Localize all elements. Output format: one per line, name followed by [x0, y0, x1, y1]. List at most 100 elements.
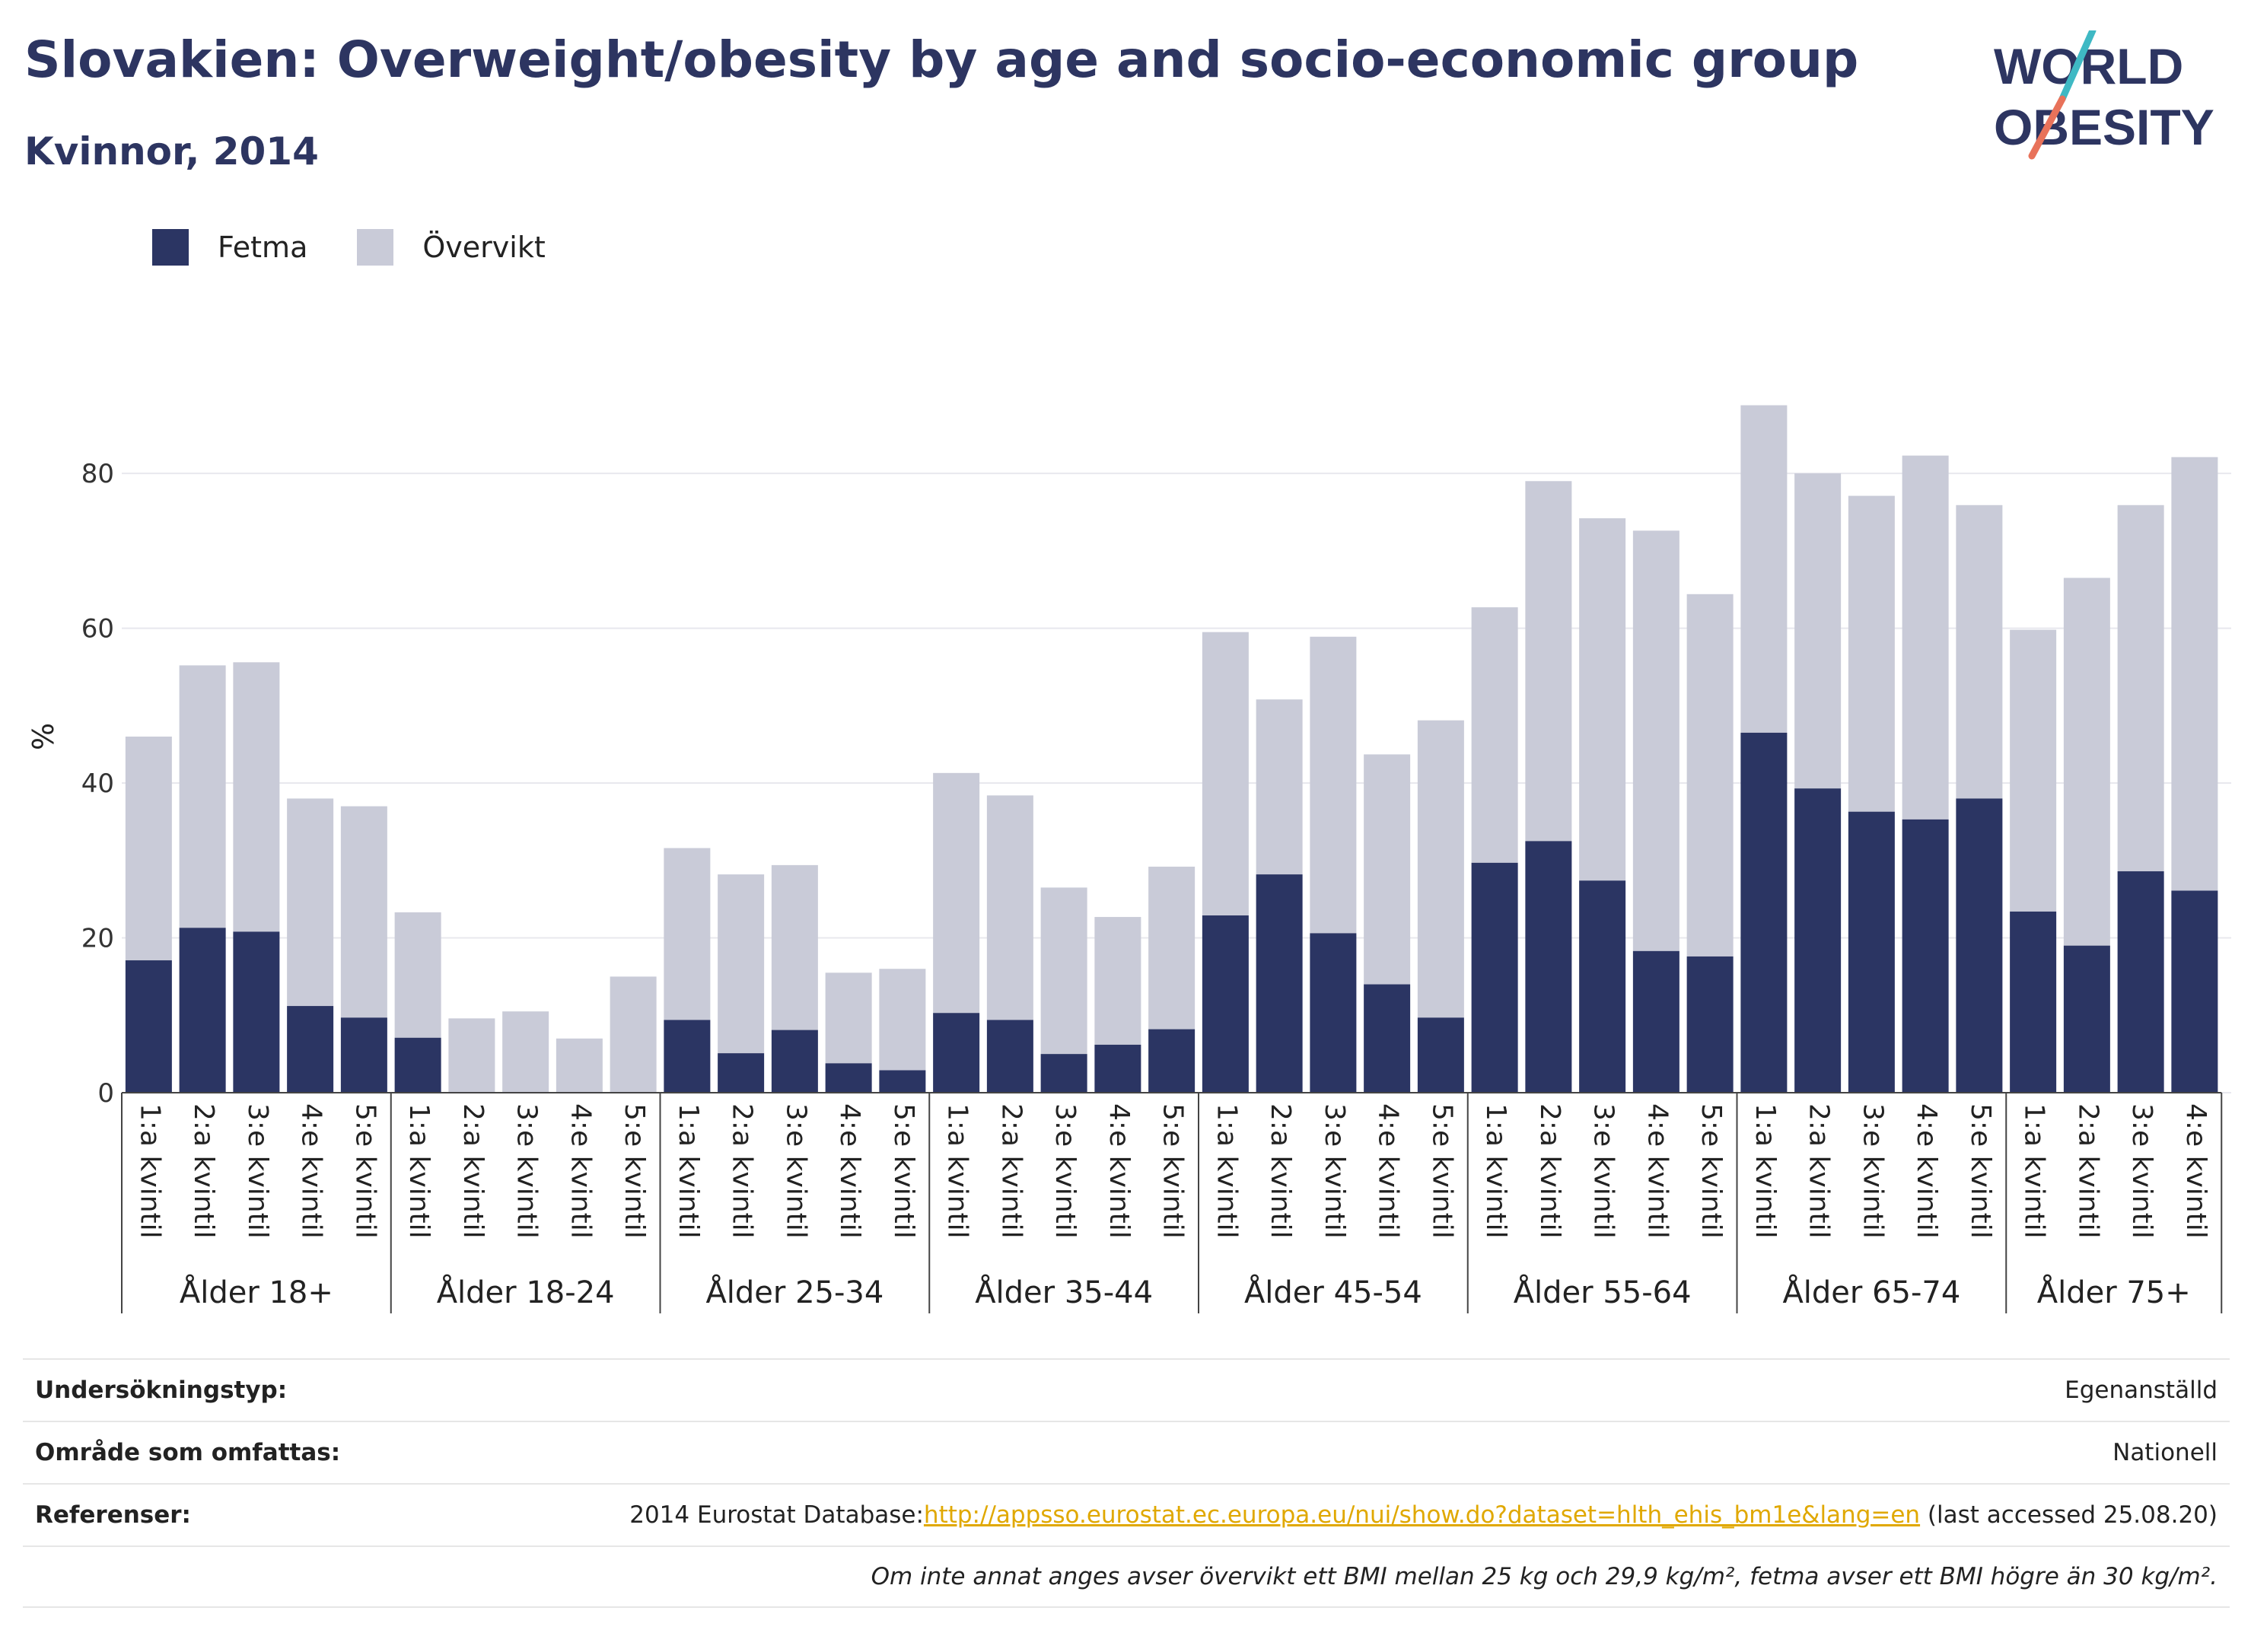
bar-fetma [1956, 798, 2003, 1093]
y-tick-label: 40 [81, 769, 114, 799]
legend: Fetma Övervikt [152, 224, 595, 270]
bar-overvikt [1040, 887, 1087, 1055]
legend-item-fetma[interactable]: Fetma [152, 229, 307, 266]
info-key: Undersökningstyp: [35, 1377, 288, 1404]
legend-swatch-fetma [152, 229, 189, 266]
legend-label-overvikt: Övervikt [422, 231, 546, 264]
bar-overvikt [610, 976, 657, 1093]
bar-overvikt [1525, 481, 1572, 842]
y-tick-label: 60 [81, 614, 114, 645]
bmi-note: Om inte annat anges avser övervikt ett B… [871, 1563, 2218, 1590]
bar-overvikt [2117, 505, 2164, 872]
info-key: Område som omfattas: [35, 1439, 341, 1466]
bar-fetma [1740, 732, 1788, 1093]
info-row-references: Referenser: 2014 Eurostat Database:http:… [23, 1483, 2230, 1545]
bar-overvikt [1632, 530, 1679, 951]
bar-fetma [1686, 956, 1734, 1093]
bar-fetma [1040, 1054, 1087, 1093]
info-table: Undersökningstyp: Egenanställd Område so… [23, 1358, 2230, 1608]
info-key: Referenser: [35, 1501, 191, 1529]
x-category-label: 1:a kvintil [2019, 1103, 2050, 1239]
x-category-label: 3:e kvintil [1857, 1103, 1888, 1239]
references-prefix: 2014 Eurostat Database: [629, 1501, 924, 1529]
bar-overvikt [933, 772, 980, 1014]
bar-fetma [664, 1020, 711, 1093]
bar-fetma [1848, 811, 1895, 1093]
bar-fetma [287, 1006, 334, 1093]
x-category-label: 1:a kvintil [673, 1103, 704, 1239]
bar-overvikt [287, 798, 334, 1007]
bar-fetma [2063, 945, 2110, 1093]
x-category-label: 2:a kvintil [1265, 1103, 1296, 1239]
legend-item-overvikt[interactable]: Övervikt [357, 229, 546, 266]
bar-overvikt [125, 737, 172, 961]
x-group-label: Ålder 18-24 [437, 1274, 615, 1310]
bar-overvikt [233, 662, 280, 932]
x-category-label: 5:e kvintil [349, 1103, 380, 1239]
x-category-label: 2:a kvintil [457, 1103, 489, 1239]
bar-overvikt [1471, 607, 1518, 863]
bar-overvikt [1364, 754, 1411, 985]
x-category-label: 3:e kvintil [2126, 1103, 2157, 1239]
x-category-label: 2:a kvintil [727, 1103, 758, 1239]
references-value: 2014 Eurostat Database:http://appsso.eur… [629, 1501, 2218, 1529]
info-row-survey-type: Undersökningstyp: Egenanställd [23, 1358, 2230, 1421]
bar-overvikt [1094, 917, 1141, 1045]
x-category-label: 3:e kvintil [1588, 1103, 1619, 1239]
bar-fetma [1202, 915, 1249, 1093]
x-category-label: 3:e kvintil [1049, 1103, 1081, 1239]
bar-overvikt [556, 1038, 603, 1093]
bar-overvikt [2063, 578, 2110, 946]
x-category-label: 5:e kvintil [1965, 1103, 1996, 1239]
bar-overvikt [664, 848, 711, 1020]
bar-fetma [1902, 819, 1949, 1093]
x-category-label: 1:a kvintil [1750, 1103, 1781, 1239]
bar-fetma [1094, 1044, 1141, 1093]
x-category-label: 1:a kvintil [1480, 1103, 1511, 1239]
world-obesity-logo: WORLD OBESITY [1994, 30, 2214, 160]
bar-fetma [394, 1037, 441, 1093]
bar-fetma [1148, 1029, 1196, 1093]
legend-label-fetma: Fetma [218, 231, 308, 264]
x-category-label: 3:e kvintil [780, 1103, 811, 1239]
bar-fetma [125, 960, 172, 1093]
x-group-label: Ålder 18+ [180, 1274, 333, 1310]
x-category-label: 1:a kvintil [403, 1103, 435, 1239]
logo-slash-bottom [2028, 95, 2066, 160]
bar-overvikt [1256, 699, 1303, 875]
x-category-label: 3:e kvintil [242, 1103, 273, 1239]
x-category-label: 4:e kvintil [1103, 1103, 1135, 1239]
x-category-label: 5:e kvintil [1695, 1103, 1727, 1239]
bar-overvikt [1794, 473, 1842, 789]
references-link[interactable]: http://appsso.eurostat.ec.europa.eu/nui/… [923, 1501, 1921, 1529]
x-category-label: 5:e kvintil [888, 1103, 919, 1239]
x-category-label: 2:a kvintil [1534, 1103, 1565, 1239]
info-row-note: Om inte annat anges avser övervikt ett B… [23, 1545, 2230, 1608]
bar-overvikt [1202, 632, 1249, 916]
bar-overvikt [718, 874, 765, 1054]
bar-overvikt [771, 864, 818, 1030]
stacked-bar-chart: 0 20 40 60 80% 1:a kvintil 2:a kvintil 3:e kvin… [27, 405, 2231, 1313]
info-value: Egenanställd [2065, 1377, 2218, 1404]
x-category-label: 3:e kvintil [1319, 1103, 1350, 1239]
bar-overvikt [986, 795, 1033, 1020]
bar-fetma [2117, 871, 2164, 1093]
bar-fetma [933, 1013, 980, 1093]
bar-fetma [1579, 880, 1626, 1093]
x-group-label: Ålder 25-34 [705, 1274, 884, 1310]
bar-overvikt [448, 1018, 495, 1093]
info-value: Nationell [2113, 1439, 2218, 1466]
bar-fetma [879, 1070, 926, 1093]
y-tick-label: 0 [97, 1078, 114, 1109]
bar-fetma [233, 931, 280, 1093]
bar-overvikt [825, 972, 872, 1064]
bar-overvikt [1417, 720, 1464, 1018]
bar-overvikt [1310, 636, 1357, 934]
x-category-label: 1:a kvintil [1211, 1103, 1242, 1239]
x-category-label: 4:e kvintil [296, 1103, 327, 1239]
x-category-label: 2:a kvintil [1804, 1103, 1835, 1239]
chart-subtitle: Kvinnor, 2014 [24, 129, 319, 173]
bar-fetma [986, 1020, 1033, 1093]
bar-overvikt [340, 806, 387, 1018]
bar-fetma [340, 1017, 387, 1093]
